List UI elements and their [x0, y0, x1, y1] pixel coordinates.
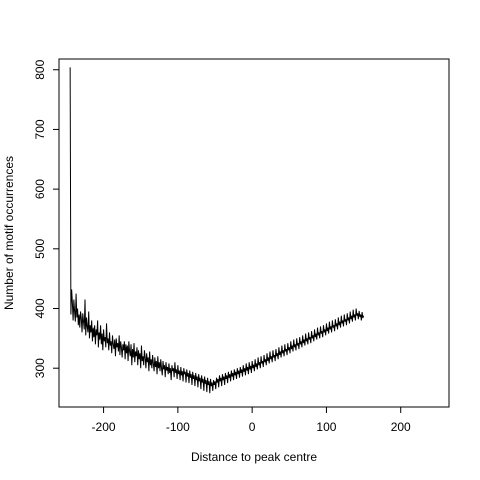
y-axis: 300 400 500 600 700 800	[33, 59, 59, 378]
x-axis: -200 -100 0 100 200	[92, 407, 411, 434]
x-axis-title: Distance to peak centre	[191, 450, 317, 464]
y-tick-label: 400	[33, 298, 47, 318]
x-tick-label: 100	[316, 420, 336, 434]
y-tick-label: 600	[33, 179, 47, 199]
x-tick-label: -100	[166, 420, 190, 434]
x-tick-label: 0	[249, 420, 256, 434]
series-line	[69, 67, 365, 394]
plot-area-frame	[58, 58, 450, 408]
y-tick-label: 300	[33, 358, 47, 378]
x-tick-label: 200	[391, 420, 411, 434]
x-tick-label: -200	[92, 420, 116, 434]
y-tick-label: 500	[33, 238, 47, 258]
y-axis-title: Number of motif occurrences	[2, 156, 16, 310]
y-tick-label: 800	[33, 59, 47, 79]
y-tick-label: 700	[33, 119, 47, 139]
